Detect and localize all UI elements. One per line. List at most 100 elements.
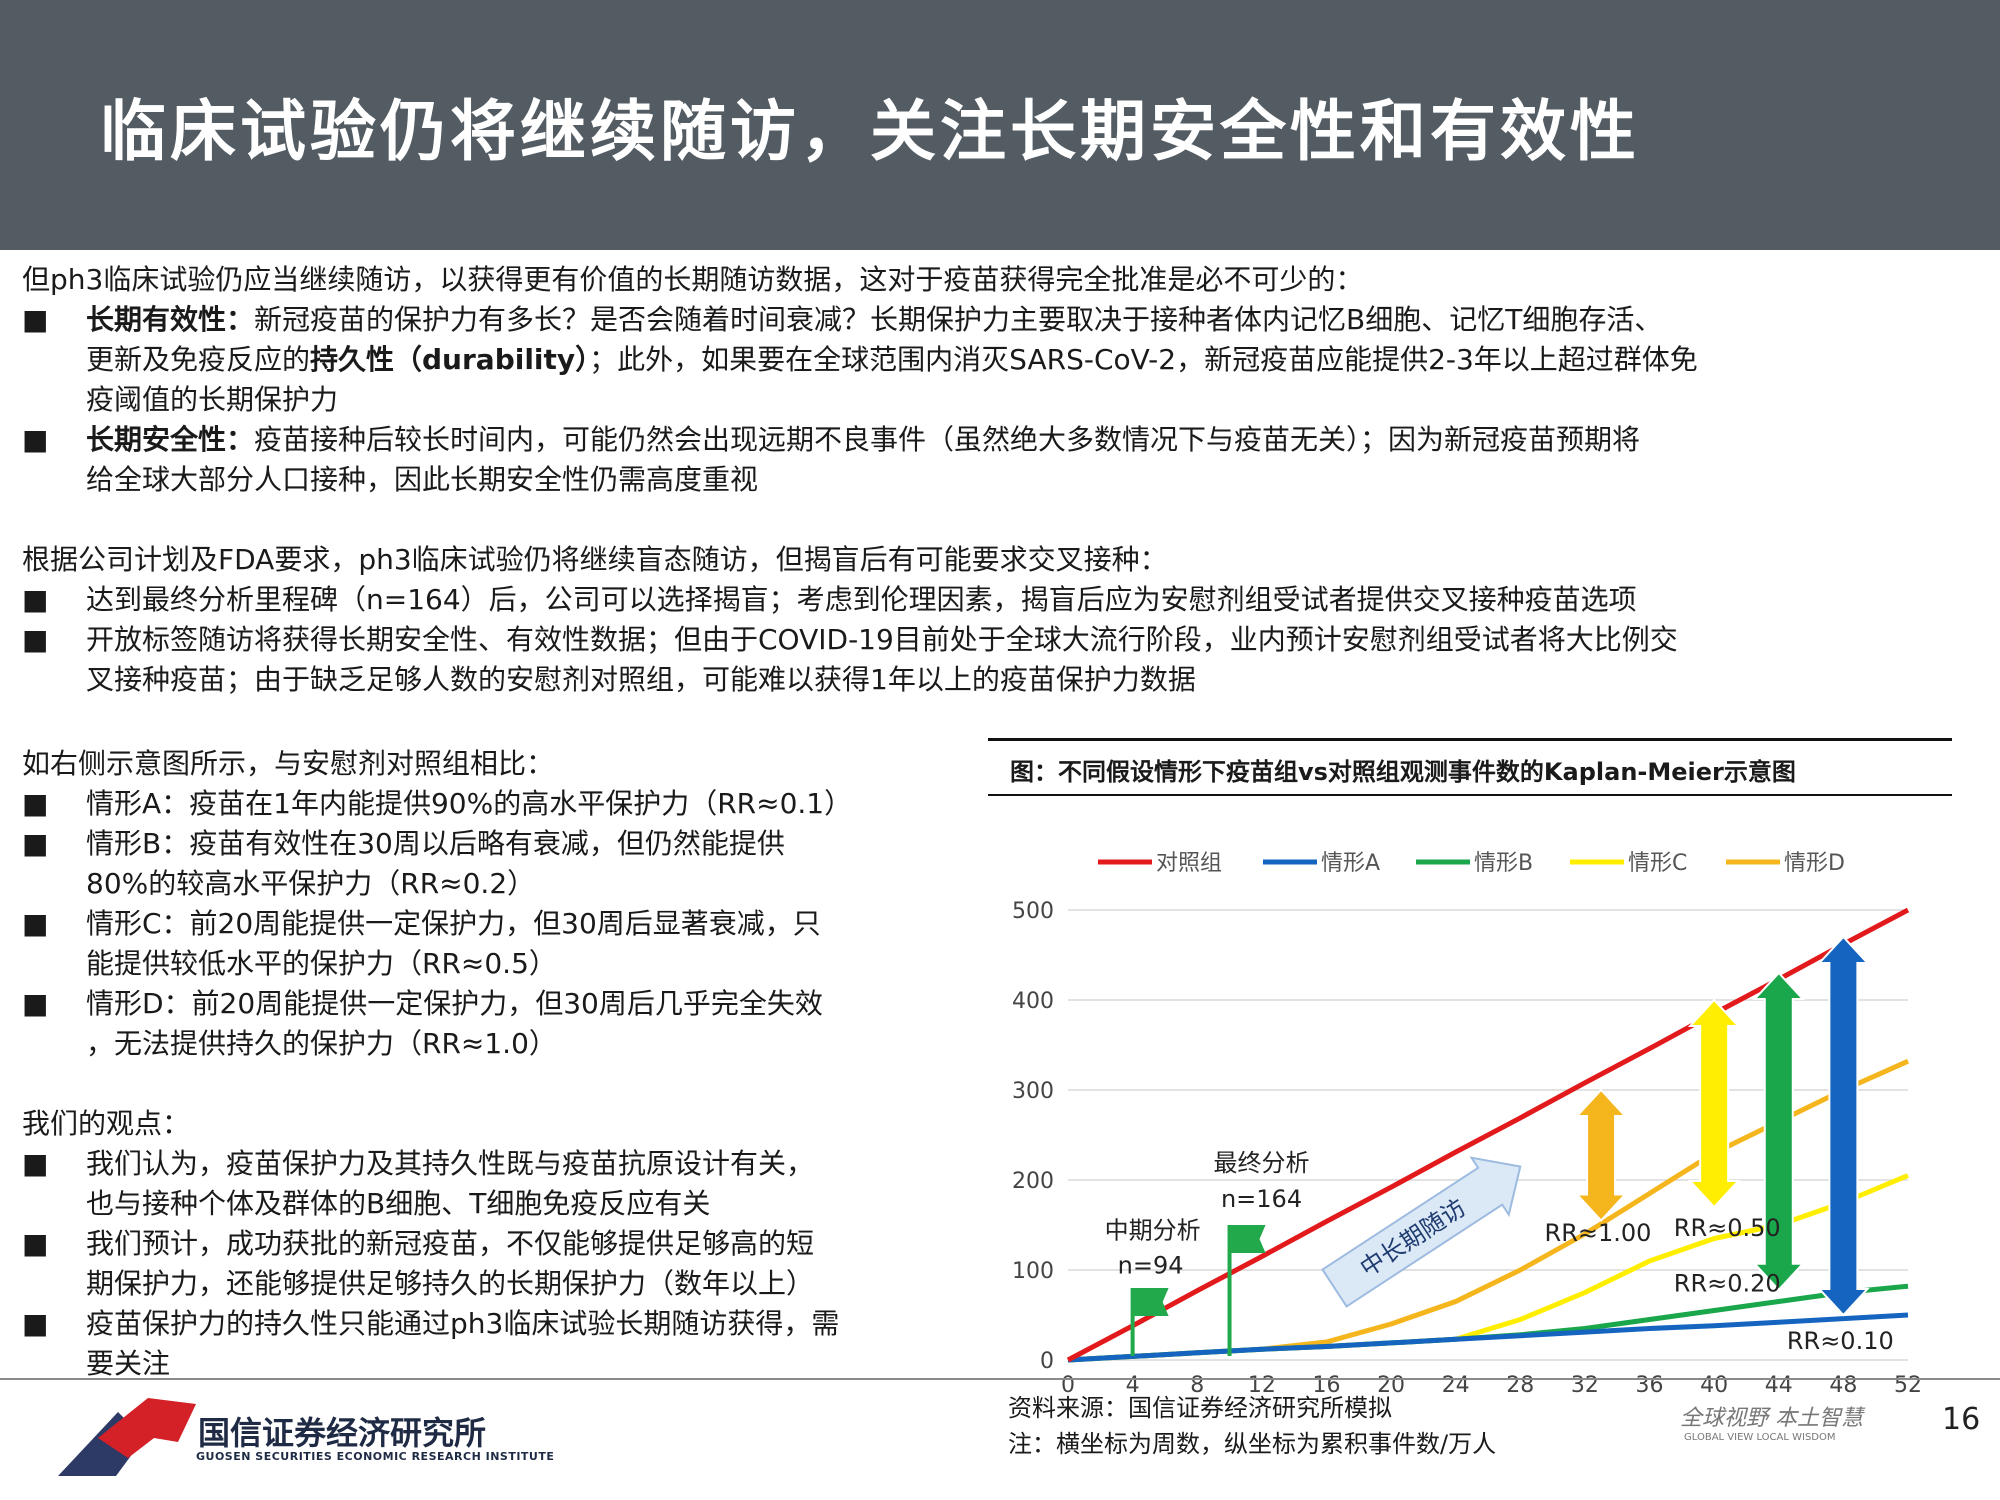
company-logo-icon <box>58 1398 196 1476</box>
scenario-text: 如右侧示意图所示，与安慰剂对照组相比： ■ 情形A：疫苗在1年内能提供90%的高… <box>22 744 982 1384</box>
final-flag-icon <box>1229 1225 1266 1253</box>
bullet-text: 80%的较高水平保护力（RR≈0.2） <box>86 867 536 900</box>
bullet-text: 疫苗接种后较长时间内，可能仍然会出现远期不良事件（虽然绝大多数情况下与疫苗无关）… <box>254 423 1641 456</box>
bullet-text: 情形C：前20周能提供一定保护力，但30周后显著衰减，只 <box>86 907 821 940</box>
chart-title-rule <box>988 794 1952 796</box>
bullet-heading: 长期安全性： <box>86 423 255 456</box>
x-tick-label: 48 <box>1829 1373 1857 1398</box>
rr-label-b: RR≈0.20 <box>1674 1270 1781 1298</box>
trend-arrow-shape <box>1321 1156 1522 1308</box>
bullet-text: 情形B：疫苗有效性在30周以后略有衰减，但仍然能提供 <box>86 827 785 860</box>
rr-label-a: RR≈0.10 <box>1787 1327 1894 1355</box>
main-text: 但ph3临床试验仍应当继续随访，以获得更有价值的长期随访数据，这对于疫苗获得完全… <box>22 260 1982 700</box>
bullet-text: 给全球大部分人口接种，因此长期安全性仍需高度重视 <box>86 463 759 496</box>
company-name-en: GUOSEN SECURITIES ECONOMIC RESEARCH INST… <box>196 1450 555 1463</box>
legend-label: 情形A <box>1321 851 1380 876</box>
bullet-unblinding: ■ 达到最终分析里程碑（n=164）后，公司可以选择揭盲；考虑到伦理因素，揭盲后… <box>22 580 1982 620</box>
section4-intro: 我们的观点： <box>22 1107 191 1140</box>
footer-rule <box>0 1378 2000 1380</box>
bullet-text: 能提供较低水平的保护力（RR≈0.5） <box>86 947 557 980</box>
section1-intro: 但ph3临床试验仍应当继续随访，以获得更有价值的长期随访数据，这对于疫苗获得完全… <box>22 263 1364 296</box>
rr-arrow-1 <box>1687 998 1741 1209</box>
bullet-text: 情形D：前20周能提供一定保护力，但30周后几乎完全失效 <box>86 987 823 1020</box>
bullet-marker: ■ <box>22 583 49 616</box>
bullet-long-term-safety: ■ 长期安全性：疫苗接种后较长时间内，可能仍然会出现远期不良事件（虽然绝大多数情… <box>22 420 1982 500</box>
bullet-text: 新冠疫苗的保护力有多长？是否会随着时间衰减？长期保护力主要取决于接种者体内记忆B… <box>254 303 1663 336</box>
legend-label: 对照组 <box>1156 851 1222 876</box>
bullet-marker: ■ <box>22 787 49 820</box>
section2-intro: 根据公司计划及FDA要求，ph3临床试验仍将继续盲态随访，但揭盲后有可能要求交叉… <box>22 543 1168 576</box>
interim-label: 中期分析 <box>1105 1217 1201 1245</box>
bullet-scenario-a: ■ 情形A：疫苗在1年内能提供90%的高水平保护力（RR≈0.1） <box>22 784 982 824</box>
x-tick-label: 36 <box>1636 1373 1664 1398</box>
y-tick-label: 300 <box>1012 1079 1054 1104</box>
source-note: 资料来源：国信证券经济研究所模拟 注：横坐标为周数，纵坐标为累积事件数/万人 <box>1008 1390 1496 1462</box>
bullet-long-term-efficacy: ■ 长期有效性：新冠疫苗的保护力有多长？是否会随着时间衰减？长期保护力主要取决于… <box>22 300 1982 420</box>
title-bar: 临床试验仍将继续随访，关注长期安全性和有效性 <box>0 0 2000 250</box>
source-line: 资料来源：国信证券经济研究所模拟 <box>1008 1394 1392 1422</box>
x-tick-label: 40 <box>1700 1373 1728 1398</box>
bullet-open-label: ■ 开放标签随访将获得长期安全性、有效性数据；但由于COVID-19目前处于全球… <box>22 620 1982 700</box>
bullet-text: 开放标签随访将获得长期安全性、有效性数据；但由于COVID-19目前处于全球大流… <box>86 623 1678 656</box>
interim-flag-icon <box>1132 1288 1169 1316</box>
bullet-text: 更新及免疫反应的 <box>86 343 311 376</box>
bullet-text: 我们预计，成功获批的新冠疫苗，不仅能够提供足够高的短 <box>86 1227 815 1260</box>
bullet-view-1: ■ 我们认为，疫苗保护力及其持久性既与疫苗抗原设计有关， 也与接种个体及群体的B… <box>22 1144 982 1224</box>
bullet-marker: ■ <box>22 1307 49 1340</box>
slogan: 全球视野 本土智慧 <box>1680 1406 1863 1431</box>
rr-label-d: RR≈1.00 <box>1545 1219 1652 1247</box>
y-tick-label: 200 <box>1012 1169 1054 1194</box>
interim-n: n=94 <box>1118 1252 1184 1280</box>
x-tick-label: 20 <box>1377 1373 1405 1398</box>
page-title: 临床试验仍将继续随访，关注长期安全性和有效性 <box>100 93 1640 170</box>
rr-arrow-2 <box>1752 971 1806 1292</box>
bullet-marker: ■ <box>22 987 49 1020</box>
bullet-marker: ■ <box>22 423 49 456</box>
rr-arrow-0 <box>1574 1088 1628 1222</box>
slogan-en: GLOBAL VIEW LOCAL WISDOM <box>1684 1432 1836 1443</box>
x-tick-label: 32 <box>1571 1373 1599 1398</box>
chart-panel: 图：不同假设情形下疫苗组vs对照组观测事件数的Kaplan-Meier示意图 0… <box>988 738 1952 1398</box>
x-tick-label: 16 <box>1312 1373 1340 1398</box>
bullet-view-3: ■ 疫苗保护力的持久性只能通过ph3临床试验长期随访获得，需 要关注 <box>22 1304 982 1384</box>
bullet-text: 达到最终分析里程碑（n=164）后，公司可以选择揭盲；考虑到伦理因素，揭盲后应为… <box>86 583 1637 616</box>
y-tick-label: 500 <box>1012 899 1054 924</box>
bullet-text: 期保护力，还能够提供足够持久的长期保护力（数年以上） <box>86 1267 815 1300</box>
x-tick-label: 12 <box>1248 1373 1276 1398</box>
chart-title: 图：不同假设情形下疫苗组vs对照组观测事件数的Kaplan-Meier示意图 <box>1010 758 1796 786</box>
legend-label: 情形C <box>1628 851 1687 876</box>
bullet-text: ，无法提供持久的保护力（RR≈1.0） <box>86 1027 557 1060</box>
final-label: 最终分析 <box>1214 1149 1310 1177</box>
y-tick-label: 100 <box>1012 1259 1054 1284</box>
bullet-text: 疫阈值的长期保护力 <box>86 383 339 416</box>
chart-top-rule <box>988 738 1952 741</box>
x-tick-label: 44 <box>1765 1373 1793 1398</box>
bullet-view-2: ■ 我们预计，成功获批的新冠疫苗，不仅能够提供足够高的短 期保护力，还能够提供足… <box>22 1224 982 1304</box>
final-n: n=164 <box>1221 1185 1302 1213</box>
bullet-text: 要关注 <box>86 1347 171 1380</box>
section3-intro: 如右侧示意图所示，与安慰剂对照组相比： <box>22 747 555 780</box>
company-name: 国信证券经济研究所 <box>198 1414 487 1452</box>
bullet-scenario-d: ■ 情形D：前20周能提供一定保护力，但30周后几乎完全失效 ，无法提供持久的保… <box>22 984 982 1064</box>
bullet-text: 情形A：疫苗在1年内能提供90%的高水平保护力（RR≈0.1） <box>86 787 853 820</box>
x-tick-label: 52 <box>1894 1373 1922 1398</box>
legend-label: 情形D <box>1784 851 1845 876</box>
bullet-marker: ■ <box>22 907 49 940</box>
bullet-marker: ■ <box>22 623 49 656</box>
x-tick-label: 28 <box>1506 1373 1534 1398</box>
bullet-text: 疫苗保护力的持久性只能通过ph3临床试验长期随访获得，需 <box>86 1307 840 1340</box>
bullet-marker: ■ <box>22 303 49 336</box>
x-tick-label: 24 <box>1442 1373 1470 1398</box>
bullet-scenario-b: ■ 情形B：疫苗有效性在30周以后略有衰减，但仍然能提供 80%的较高水平保护力… <box>22 824 982 904</box>
y-tick-label: 400 <box>1012 989 1054 1014</box>
bullet-marker: ■ <box>22 827 49 860</box>
axis-note-line: 注：横坐标为周数，纵坐标为累积事件数/万人 <box>1008 1430 1497 1458</box>
bullet-scenario-c: ■ 情形C：前20周能提供一定保护力，但30周后显著衰减，只 能提供较低水平的保… <box>22 904 982 984</box>
page-number: 16 <box>1942 1402 1981 1437</box>
bullet-text: 叉接种疫苗；由于缺乏足够人数的安慰剂对照组，可能难以获得1年以上的疫苗保护力数据 <box>86 663 1196 696</box>
bullet-text: 我们认为，疫苗保护力及其持久性既与疫苗抗原设计有关， <box>86 1147 815 1180</box>
bullet-text: 也与接种个体及群体的B细胞、T细胞免疫反应有关 <box>86 1187 711 1220</box>
bullet-marker: ■ <box>22 1227 49 1260</box>
bullet-marker: ■ <box>22 1147 49 1180</box>
